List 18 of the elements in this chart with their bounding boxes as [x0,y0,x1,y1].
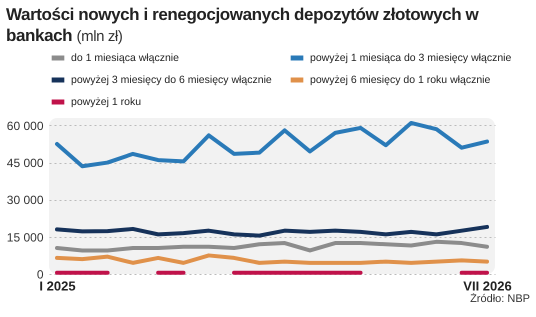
y-tick-label: 45 000 [6,156,44,170]
line-series [55,224,489,238]
chart-subtitle: (mln zł) [76,28,122,45]
y-tick-label: 0 [36,268,44,282]
y-tick-label: 15 000 [6,230,44,244]
line-series [55,253,489,265]
x-tick-label: I 2025 [39,278,76,294]
legend-label: powyżej 6 miesięcy do 1 roku włącznie [310,74,490,86]
y-tick-label: 60 000 [6,118,44,133]
legend-label: powyżej 1 miesiąca do 3 miesięcy włącznie [310,52,512,64]
y-tick-label: 30 000 [6,193,44,208]
legend-label: powyżej 3 miesięcy do 6 miesięcy włącznie [71,74,272,86]
line-series [55,120,489,168]
text: Źródło: NBP [469,293,530,305]
legend-label: powyżej 1 roku [71,96,142,108]
x-tick-label: VII 2026 [463,278,512,294]
legend-label: do 1 miesiąca włącznie [71,52,180,64]
line-series [55,240,489,252]
